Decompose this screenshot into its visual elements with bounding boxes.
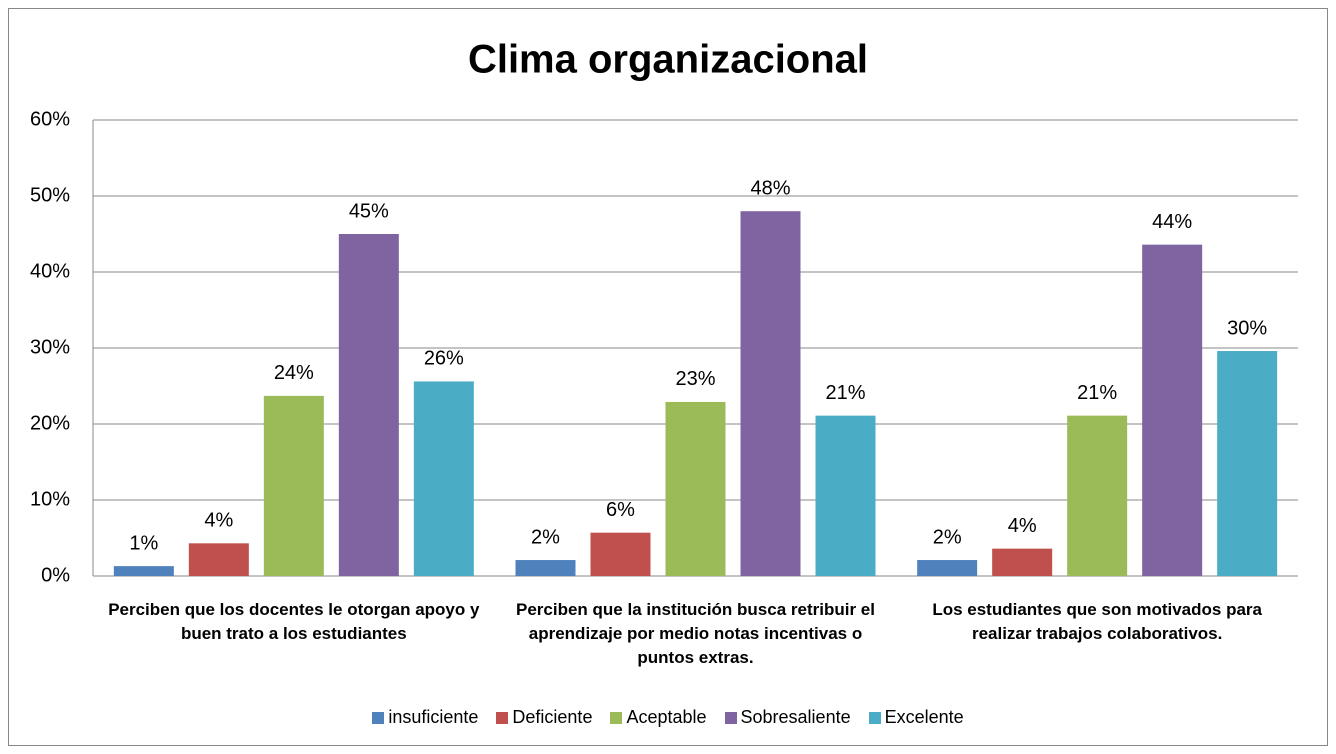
bar xyxy=(113,566,174,576)
legend-item: insuficiente xyxy=(372,707,478,728)
y-tick-label: 20% xyxy=(30,412,70,434)
data-label: 45% xyxy=(349,200,389,222)
legend-label: Sobresaliente xyxy=(740,707,851,727)
legend-item: Sobresaliente xyxy=(724,707,851,728)
bar xyxy=(413,381,474,576)
legend-item: Aceptable xyxy=(610,707,707,728)
chart-border xyxy=(8,8,1328,746)
x-tick-label: Perciben que los docentes le otorgan apo… xyxy=(108,600,480,643)
data-label: 6% xyxy=(606,499,635,521)
bar xyxy=(1142,244,1203,576)
y-tick-label: 40% xyxy=(30,260,70,282)
legend-label: Deficiente xyxy=(512,707,593,727)
data-label: 23% xyxy=(675,368,715,390)
legend-swatch xyxy=(496,711,509,724)
bar xyxy=(740,211,801,576)
data-label: 4% xyxy=(1008,515,1037,537)
bar xyxy=(917,560,978,576)
bar xyxy=(338,234,399,576)
data-label: 2% xyxy=(531,526,560,548)
legend-item: Excelente xyxy=(868,707,964,728)
bar xyxy=(590,532,651,576)
data-label: 4% xyxy=(204,510,233,532)
y-tick-label: 50% xyxy=(30,184,70,206)
legend-label: Excelente xyxy=(884,707,964,727)
bar xyxy=(665,401,726,576)
y-tick-label: 10% xyxy=(30,488,70,510)
bar xyxy=(515,560,576,576)
bar xyxy=(263,395,324,576)
y-tick-label: 30% xyxy=(30,336,70,358)
data-label: 2% xyxy=(933,526,962,548)
data-label: 30% xyxy=(1227,317,1267,339)
legend-swatch xyxy=(724,711,737,724)
bar xyxy=(1067,415,1128,576)
legend-swatch xyxy=(868,711,881,724)
bar xyxy=(815,415,876,576)
y-tick-label: 60% xyxy=(30,108,70,130)
bar xyxy=(188,543,249,576)
bar xyxy=(1217,351,1278,576)
data-label: 21% xyxy=(825,382,865,404)
legend-label: insuficiente xyxy=(388,707,479,727)
legend-swatch xyxy=(372,711,385,724)
legend-swatch xyxy=(610,711,623,724)
data-label: 21% xyxy=(1077,382,1117,404)
legend: insuficiente Deficiente Aceptable Sobresali… xyxy=(0,707,1336,728)
data-label: 44% xyxy=(1152,211,1192,233)
legend-item: Deficiente xyxy=(496,707,592,728)
legend-label: Aceptable xyxy=(626,707,707,727)
x-tick-label: Perciben que la institución busca retrib… xyxy=(516,600,875,667)
bar xyxy=(992,548,1053,576)
x-tick-label: Los estudiantes que son motivados para r… xyxy=(932,600,1262,643)
chart-title: Clima organizacional xyxy=(468,38,868,82)
data-label: 1% xyxy=(129,532,158,554)
data-label: 26% xyxy=(424,348,464,370)
data-label: 48% xyxy=(750,177,790,199)
y-tick-label: 0% xyxy=(41,564,70,586)
data-label: 24% xyxy=(274,362,314,384)
